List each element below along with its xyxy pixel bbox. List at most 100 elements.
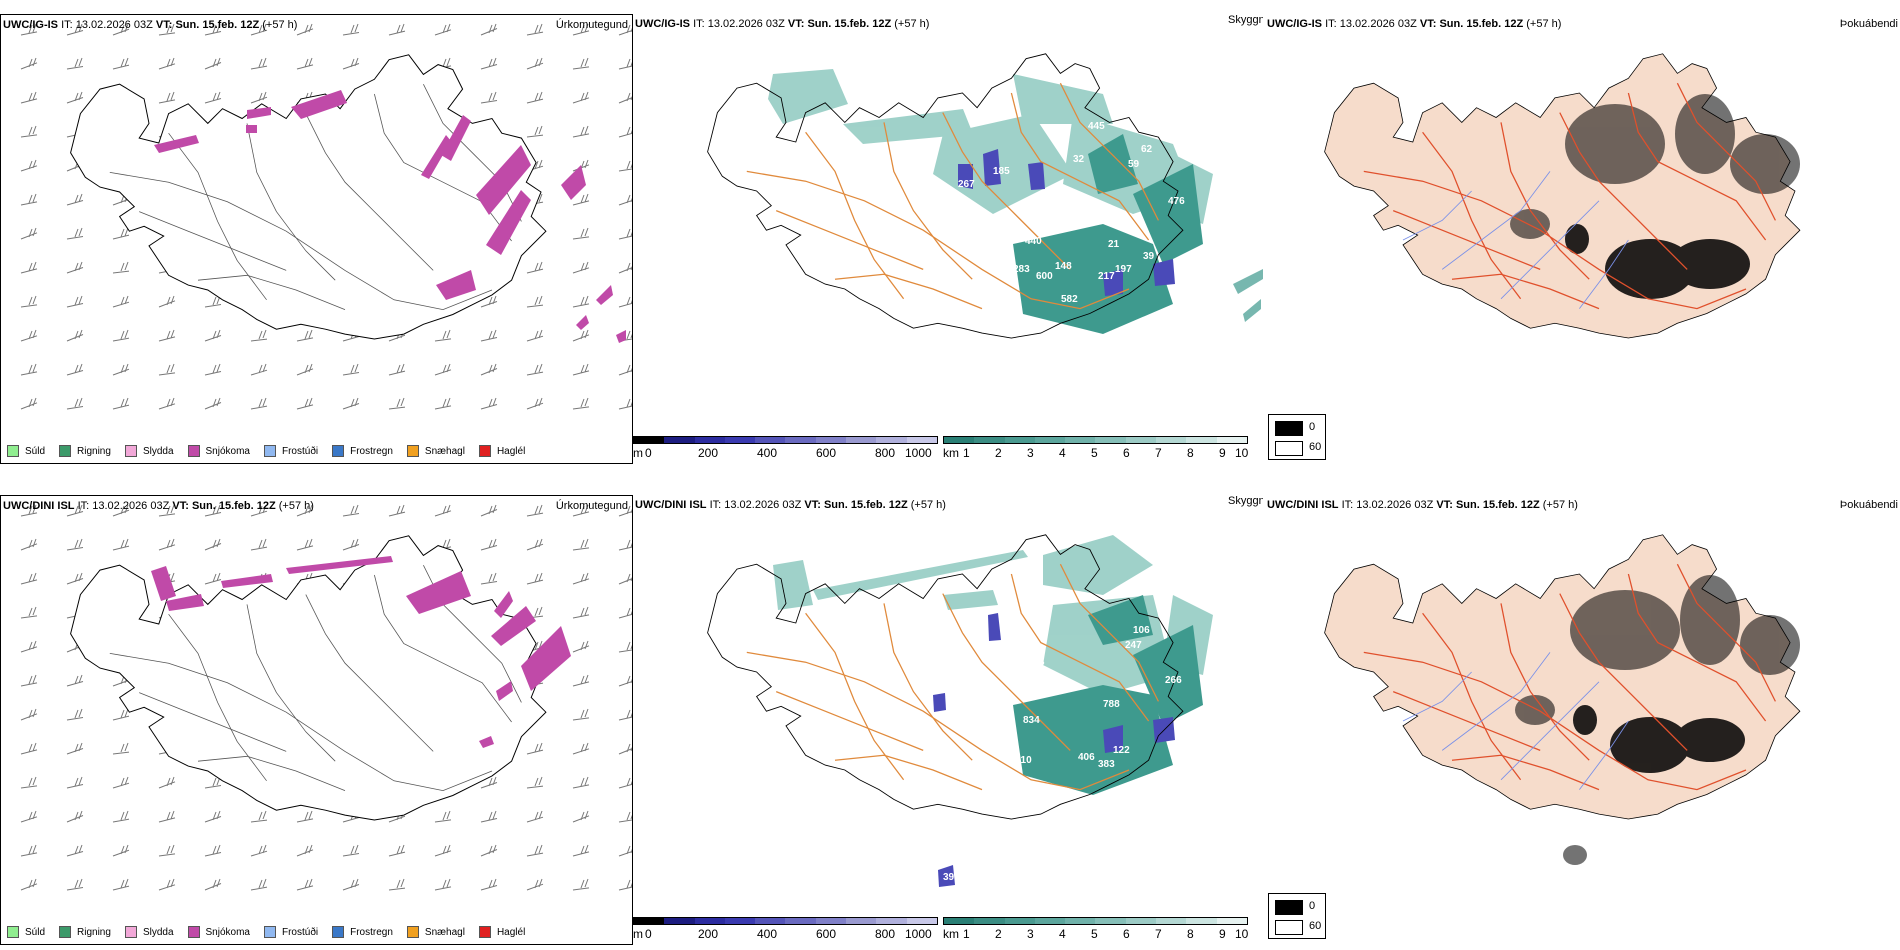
legend-item: Snjókoma xyxy=(187,926,250,938)
scale-tick: 9 xyxy=(1219,927,1226,941)
cloud-panel-bottom: UWC/DINI ISL IT: 13.02.2026 03Z VT: Sun.… xyxy=(633,495,1263,945)
height-label: 266 xyxy=(1165,675,1182,686)
legend-swatch xyxy=(406,445,419,457)
legend-swatch xyxy=(59,445,72,457)
legend-swatch xyxy=(478,926,491,938)
panel-name: Úrkomutegund xyxy=(555,19,628,31)
panel-name: Þokuábendi xyxy=(1839,499,1898,511)
legend-item: Snæhagl xyxy=(406,445,465,457)
panel-title: UWC/IG-IS IT: 13.02.2026 03Z VT: Sun. 15… xyxy=(1267,18,1562,30)
scale-tick: 400 xyxy=(757,446,778,460)
scale-tick: 400 xyxy=(757,927,778,941)
fog-map xyxy=(1324,53,1801,339)
scale-tick: 9 xyxy=(1219,446,1226,460)
height-label: 39 xyxy=(1143,251,1155,262)
height-label: 147 xyxy=(988,655,1005,666)
scale-tick: 600 xyxy=(816,446,837,460)
legend-item: Slydda xyxy=(124,926,174,938)
scale-tick: 2 xyxy=(995,927,1002,941)
height-label: 39 xyxy=(943,872,955,883)
legend-swatch xyxy=(187,926,200,938)
height-label: 59 xyxy=(1128,159,1140,170)
scale-tick: 10 xyxy=(1235,927,1249,941)
legend-item: Rigning xyxy=(59,926,111,938)
panel-title: UWC/IG-IS IT: 13.02.2026 03Z VT: Sun. 15… xyxy=(3,19,298,31)
height-label: 107 xyxy=(773,141,790,152)
legend-swatch xyxy=(187,445,200,457)
legend-item: Súld xyxy=(7,926,45,938)
legend-swatch xyxy=(124,926,137,938)
scale-tick: 800 xyxy=(875,927,896,941)
scale-tick: 600 xyxy=(816,927,837,941)
height-label: 197 xyxy=(1115,264,1132,275)
height-label: 788 xyxy=(1103,699,1120,710)
panel-name: Skyggni xyxy=(1228,14,1263,26)
height-label: 406 xyxy=(1078,752,1095,763)
precip-legend: Súld Rigning Slydda Snjókoma Frostúði Fr… xyxy=(7,445,539,457)
height-label: 264 xyxy=(1073,218,1090,229)
legend-item: Slydda xyxy=(124,445,174,457)
height-label: 32 xyxy=(1073,154,1085,165)
fog-tick: 0 xyxy=(1309,900,1316,912)
legend-swatch xyxy=(406,926,419,938)
height-label: 440 xyxy=(1025,236,1042,247)
height-label: 267 xyxy=(958,179,975,190)
scale-tick: 3 xyxy=(1027,927,1034,941)
legend-item: Frostregn xyxy=(332,445,393,457)
legend-swatch xyxy=(478,445,491,457)
panel-title: UWC/DINI ISL IT: 13.02.2026 03Z VT: Sun.… xyxy=(1267,499,1578,511)
precip-map xyxy=(20,504,632,891)
scale-tick: 7 xyxy=(1155,927,1162,941)
legend-item: Frostúði xyxy=(263,445,318,457)
height-label: 910 xyxy=(1015,755,1032,766)
precip-map xyxy=(20,23,632,410)
scale-tick: 200 xyxy=(698,927,719,941)
cloud-map: 445 107 185 267 32 62 59 476 306 264 24 … xyxy=(707,53,1263,339)
panel-name: Úrkomutegund xyxy=(555,500,628,512)
legend-item: Frostúði xyxy=(263,926,318,938)
precip-legend: Súld Rigning Slydda Snjókoma Frostúði Fr… xyxy=(7,926,539,938)
legend-item: Rigning xyxy=(59,445,111,457)
scale-unit: m xyxy=(633,927,643,941)
scale-unit: m xyxy=(633,446,643,460)
cloud-panel-top: UWC/IG-IS IT: 13.02.2026 03Z VT: Sun. 15… xyxy=(633,14,1263,464)
scale-tick: 1 xyxy=(963,927,970,941)
legend-swatch xyxy=(124,445,137,457)
height-label: 24 xyxy=(958,238,970,249)
scale-tick: 8 xyxy=(1187,446,1194,460)
height-label: 582 xyxy=(1061,294,1078,305)
scale-tick: 5 xyxy=(1091,927,1098,941)
legend-item: Haglél xyxy=(478,445,525,457)
height-label: 600 xyxy=(1036,271,1053,282)
height-label: 182 xyxy=(1028,660,1045,671)
panel-name: Skyggni xyxy=(1228,495,1263,507)
scale-unit: km xyxy=(943,927,959,941)
scale-tick: 200 xyxy=(698,446,719,460)
legend-swatch xyxy=(263,926,276,938)
scale-tick: 1000 xyxy=(905,927,932,941)
legend-swatch xyxy=(332,445,345,457)
precip-panel-bottom: UWC/DINI ISL IT: 13.02.2026 03Z VT: Sun.… xyxy=(0,495,633,945)
scale-tick: 4 xyxy=(1059,446,1066,460)
fog-tick: 0 xyxy=(1309,421,1316,433)
height-label: 306 xyxy=(1083,204,1100,215)
fog-map xyxy=(1324,534,1801,865)
scale-tick: 0 xyxy=(645,927,652,941)
fog-panel-top: UWC/IG-IS IT: 13.02.2026 03Z VT: Sun. 15… xyxy=(1265,14,1900,464)
height-label: 445 xyxy=(1088,121,1105,132)
fog-panel-bottom: UWC/DINI ISL IT: 13.02.2026 03Z VT: Sun.… xyxy=(1265,495,1900,890)
panel-title: UWC/DINI ISL IT: 13.02.2026 03Z VT: Sun.… xyxy=(635,499,946,511)
height-label: 62 xyxy=(1141,144,1153,155)
legend-swatch xyxy=(263,445,276,457)
height-label: 185 xyxy=(993,166,1010,177)
height-label: 476 xyxy=(1168,196,1185,207)
fog-tick: 60 xyxy=(1309,920,1322,932)
scale-tick: 3 xyxy=(1027,446,1034,460)
cloud-map: 106 247 266 147 182 40 834 788 17 910 40… xyxy=(707,534,1213,887)
fog-tick: 60 xyxy=(1309,441,1322,453)
legend-swatch xyxy=(7,445,19,457)
height-label: 217 xyxy=(1098,271,1115,282)
height-label: 247 xyxy=(1125,640,1142,651)
scale-tick: 1000 xyxy=(905,446,932,460)
scale-tick: 1 xyxy=(963,446,970,460)
